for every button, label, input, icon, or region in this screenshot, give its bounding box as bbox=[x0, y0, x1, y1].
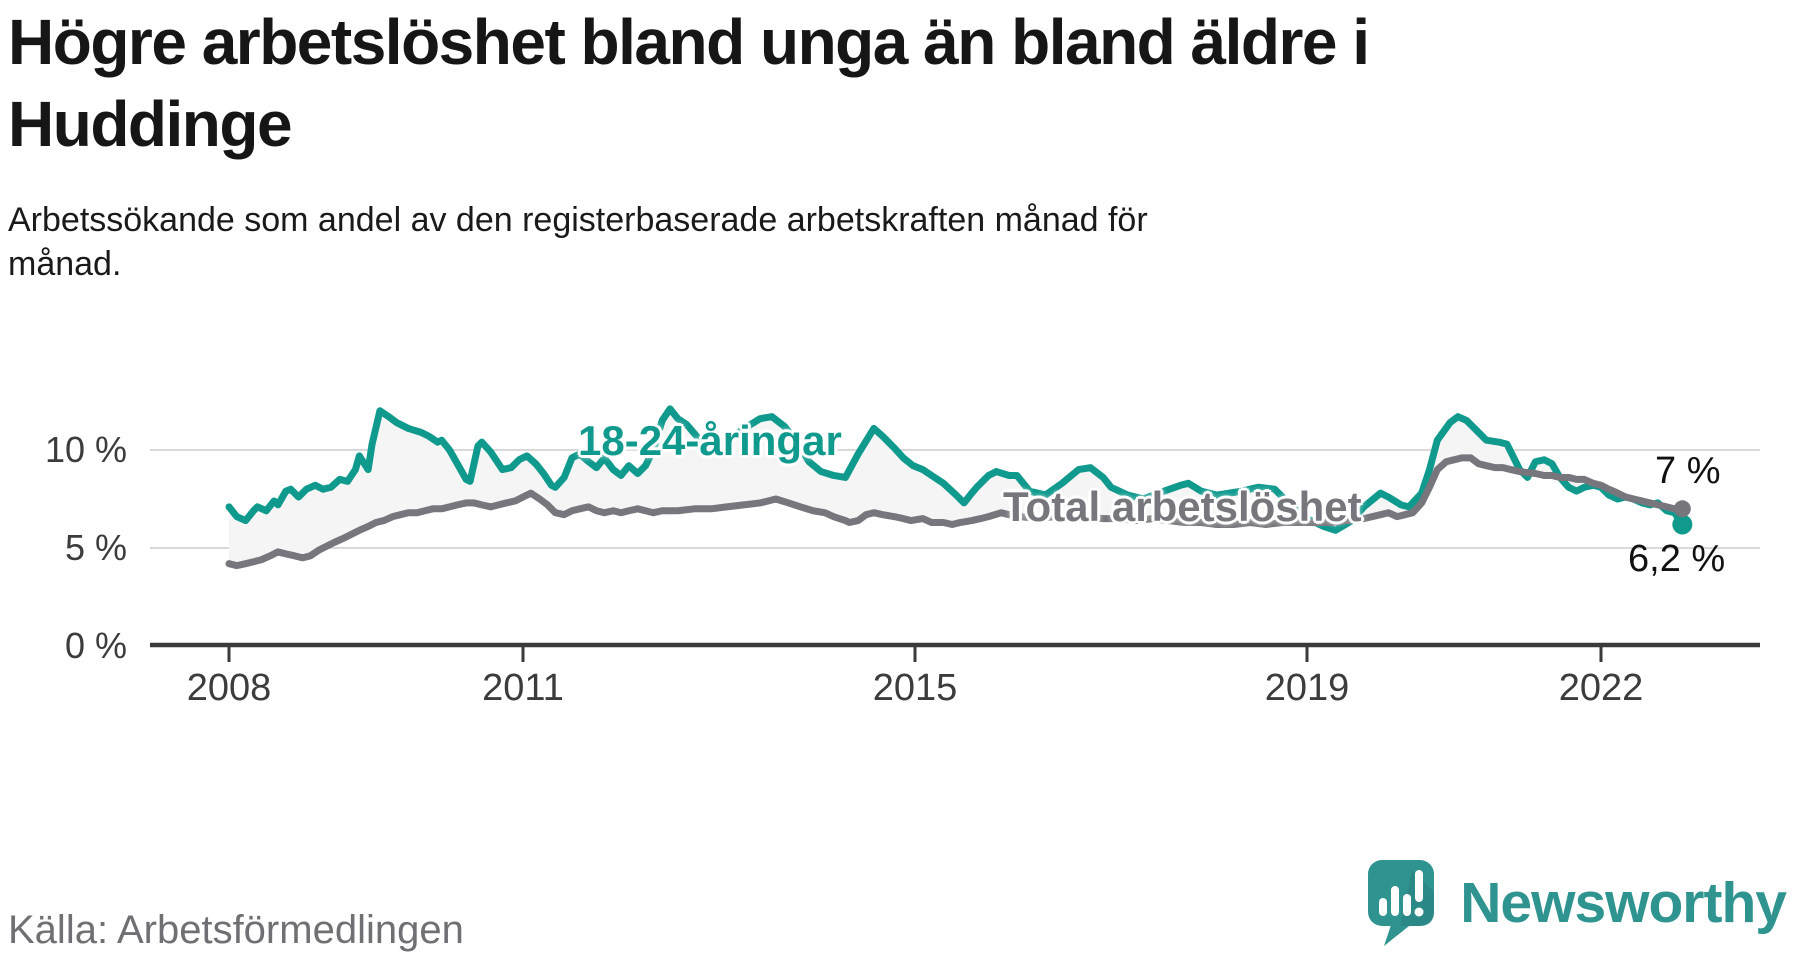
y-axis-tick-labels: 0 % 5 % 10 % bbox=[45, 429, 127, 666]
line-total bbox=[225, 454, 1686, 570]
y-tick-label: 0 % bbox=[65, 625, 127, 666]
x-tick-label: 2022 bbox=[1559, 667, 1644, 709]
page-title: Högre arbetslöshet bland unga än bland ä… bbox=[8, 6, 1370, 160]
y-tick-label: 5 % bbox=[65, 527, 127, 568]
x-tick-label: 2019 bbox=[1265, 667, 1350, 709]
series-end-dots bbox=[1672, 500, 1693, 535]
series-lines bbox=[225, 405, 1686, 570]
newsworthy-logo-icon bbox=[1368, 860, 1435, 946]
end-dot-total bbox=[1673, 500, 1691, 518]
end-dot-youth bbox=[1672, 514, 1693, 535]
x-tick-label: 2011 bbox=[482, 667, 564, 709]
series-label-total: Total arbetslöshet bbox=[1003, 483, 1362, 530]
page-subtitle: Arbetssökande som andel av den registerb… bbox=[8, 201, 1148, 284]
x-axis-tick-labels: 2008 2011 2015 2019 2022 bbox=[187, 667, 1644, 709]
source-note: Källa: Arbetsförmedlingen bbox=[8, 908, 464, 952]
x-axis-ticks bbox=[227, 647, 1603, 662]
y-tick-label: 10 % bbox=[45, 429, 127, 470]
x-tick-label: 2015 bbox=[873, 667, 958, 709]
fill-between-series bbox=[229, 408, 1683, 566]
x-tick-label: 2008 bbox=[187, 667, 272, 709]
between-series-fill bbox=[229, 408, 1683, 566]
end-value-youth: 6,2 % bbox=[1628, 538, 1726, 580]
newsworthy-logo-text: Newsworthy bbox=[1460, 871, 1787, 935]
newsworthy-brand: Newsworthy bbox=[1362, 858, 1787, 948]
series-label-youth: 18-24-åringar bbox=[578, 417, 842, 464]
end-value-total: 7 % bbox=[1655, 450, 1721, 492]
line-youth bbox=[225, 405, 1686, 534]
